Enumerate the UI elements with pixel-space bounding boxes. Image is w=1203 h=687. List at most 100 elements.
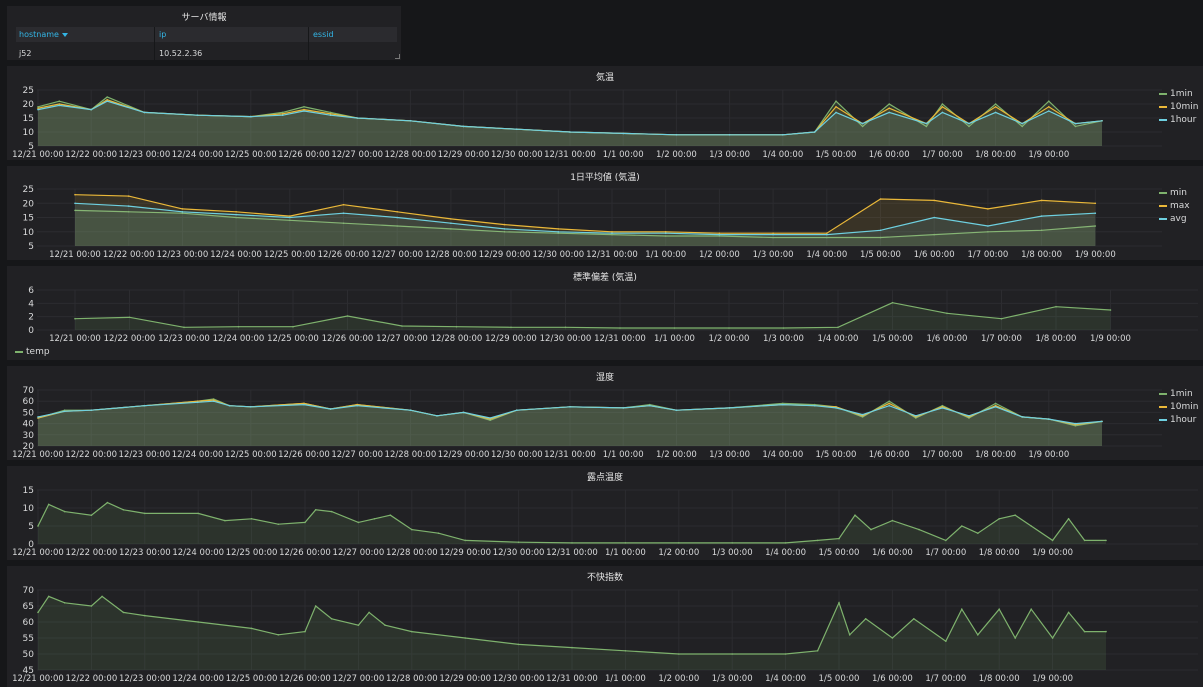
data-point [861,415,864,417]
x-tick-label: 1/3 00:00 [709,450,750,460]
data-point [517,541,520,543]
data-point [611,232,613,234]
data-point [1105,630,1107,633]
y-tick-label: 25 [23,86,34,96]
x-tick-label: 12/23 00:00 [119,150,171,160]
x-tick-label: 12/25 00:00 [267,334,319,344]
daily-average-temperature-chart[interactable]: 5 10 15 20 25 12/21 00:00 12/22 00:00 12/23 00:… [7,166,1203,260]
data-point [516,409,518,411]
column-header-hostname[interactable]: hostname [19,27,68,42]
y-tick-label: 0 [28,326,34,336]
data-point [289,215,291,217]
data-point [462,125,465,128]
data-point [342,222,345,224]
data-point [835,406,837,408]
data-point [1048,110,1050,112]
x-tick-label: 1/5 00:00 [819,548,860,558]
data-point [304,630,306,633]
y-tick-label: 10 [23,128,35,138]
legend-item[interactable]: 1hour [1159,114,1198,127]
data-point [678,542,680,544]
data-point [330,618,333,620]
x-tick-label: 1/5 00:00 [816,450,857,460]
data-point [1021,125,1023,128]
data-point [848,634,851,636]
data-point [101,595,103,598]
discomfort-index-chart[interactable]: 45 50 55 60 65 70 12/21 00:00 12/22 00:00 12/23 … [7,566,1203,687]
data-point [303,106,305,108]
temperature-chart[interactable]: 5 10 15 20 25 12/21 00:00 12/22 00:00 12/23 00:… [7,66,1203,160]
legend-item[interactable]: 1hour [1159,414,1198,427]
data-point [411,528,413,531]
y-tick-label: 50 [23,650,35,660]
legend-item[interactable]: 1min [1159,388,1198,401]
data-point [968,125,970,128]
data-point [228,404,231,407]
y-tick-label: 65 [23,602,34,612]
legend-item[interactable]: avg [1159,213,1190,226]
x-tick-label: 1/7 00:00 [925,674,966,684]
resize-handle-icon[interactable] [395,54,400,59]
data-point [998,518,1000,520]
x-tick-label: 1/2 00:00 [658,674,699,684]
x-tick-label: 12/21 00:00 [12,548,64,558]
y-tick-label: 5 [28,242,34,252]
legend-item[interactable]: min [1159,187,1190,200]
x-tick-label: 1/3 00:00 [709,150,750,160]
data-point [557,231,560,233]
data-point [1094,212,1097,214]
x-tick-label: 12/30 00:00 [532,250,584,260]
data-point [838,537,840,540]
data-point [1040,199,1043,202]
x-tick-label: 1/4 00:00 [806,250,847,260]
data-point [277,523,280,525]
data-point [450,222,452,224]
data-point [826,232,828,234]
data-point [649,404,651,407]
column-header-ip[interactable]: ip [159,30,167,39]
column-header-essid[interactable]: essid [313,30,334,39]
data-point [127,205,130,207]
legend-item[interactable]: 1min [1159,88,1198,101]
cell-ip: 10.52.2.36 [159,49,203,58]
legend-item[interactable]: 10min [1159,401,1198,414]
data-point [303,403,305,406]
data-point [664,232,667,234]
legend-item[interactable]: temp [15,346,50,359]
data-point [289,216,291,219]
x-tick-label: 1/3 00:00 [763,334,804,344]
data-point [368,611,370,614]
x-tick-label: 1/1 00:00 [603,150,644,160]
x-tick-label: 12/28 00:00 [385,150,437,160]
legend-item[interactable]: max [1159,200,1190,213]
legend-label: 10min [1170,402,1199,412]
x-tick-label: 12/31 00:00 [586,250,638,260]
data-point [181,211,184,213]
data-point [197,621,199,623]
data-point [356,403,359,406]
stddev-temperature-legend: temp [15,346,50,359]
x-tick-label: 12/24 00:00 [172,450,224,460]
data-point [127,195,130,197]
x-tick-label: 1/9 00:00 [1032,548,1073,558]
x-tick-label: 12/26 00:00 [278,150,330,160]
x-tick-label: 12/27 00:00 [331,150,383,160]
stddev-temperature-panel: 標準偏差 (気温) 0 2 4 6 12/21 00:00 12/22 00:00 12/23… [7,266,1203,360]
y-tick-label: 50 [23,408,35,418]
data-point [624,650,627,652]
data-point [357,521,360,524]
legend-item[interactable]: 10min [1159,101,1198,114]
series-area [75,203,1096,246]
data-point [303,110,305,112]
data-point [47,595,50,598]
data-point [342,212,345,214]
data-point [891,301,894,304]
x-tick-label: 12/22 00:00 [65,450,117,460]
dew-point-title: 露点温度 [586,473,623,483]
data-point [127,211,130,213]
data-point [1021,122,1023,125]
data-point [409,409,412,411]
